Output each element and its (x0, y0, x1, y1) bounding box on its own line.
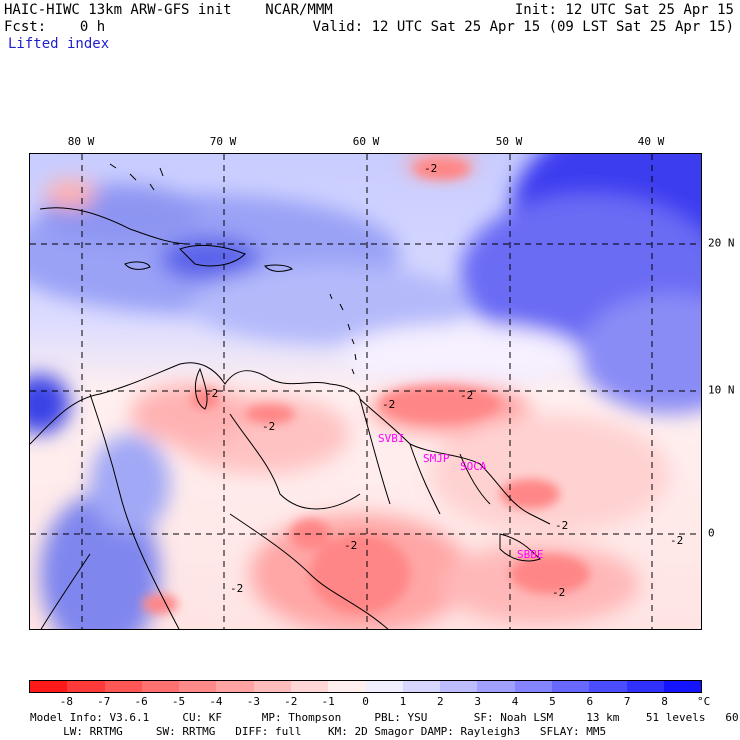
contour-label: -2 (555, 519, 569, 532)
station-label-sbbe: SBBE (517, 548, 544, 561)
map-canvas (30, 154, 701, 629)
colorbar-tick-label: -3 (246, 695, 260, 708)
contour-label: -2 (460, 389, 474, 402)
lon-label-40w: 40 W (637, 135, 665, 148)
colorbar-tick-label: 4 (511, 695, 519, 708)
colorbar-swatch (290, 681, 329, 692)
colorbar-swatch (328, 681, 366, 692)
station-label-smjp: SMJP (423, 452, 450, 465)
colorbar-tick-label: -1 (321, 695, 335, 708)
colorbar-tick-label: 5 (549, 695, 556, 708)
colorbar-swatch (551, 681, 590, 692)
colorbar (29, 680, 702, 693)
lon-label-50w: 50 W (495, 135, 523, 148)
station-label-svbi: SVBI (378, 432, 405, 445)
colorbar-swatch (179, 681, 217, 692)
colorbar-swatch (663, 681, 702, 692)
colorbar-tick-label: 1 (399, 695, 407, 708)
station-label-soca: SOCA (460, 460, 487, 473)
graticule (30, 154, 701, 629)
colorbar-tick-label: 8 (661, 695, 668, 708)
colorbar-swatch (440, 681, 478, 692)
colorbar-tick-label: 3 (474, 695, 481, 708)
colorbar-tick-label: -4 (209, 695, 223, 708)
colorbar-swatch (30, 681, 68, 692)
init-time: Init: 12 UTC Sat 25 Apr 15 (514, 2, 734, 18)
lon-label-80w: 80 W (67, 135, 95, 148)
contour-label: -2 (205, 387, 219, 400)
colorbar-swatch (67, 681, 105, 692)
contour-label: -2 (552, 586, 566, 599)
colorbar-swatch (216, 681, 254, 692)
model-title: HAIC-HIWC 13km ARW-GFS init NCAR/MMM (4, 2, 333, 18)
lat-label-10n: 10 N (708, 383, 735, 397)
lon-label-70w: 70 W (209, 135, 237, 148)
forecast-hour: Fcst: 0 h (4, 19, 106, 35)
field-shading (30, 154, 701, 629)
lat-label-20n: 20 N (708, 236, 735, 250)
colorbar-tick-label: 6 (586, 695, 594, 708)
model-info-line2: LW: RRTMG SW: RRTMG DIFF: full KM: 2D Sm… (30, 725, 607, 738)
colorbar-tick-label: -5 (171, 695, 186, 708)
colorbar-swatch (365, 681, 403, 692)
colorbar-tick-label: -8 (59, 695, 73, 708)
colorbar-tick-label: 0 (362, 695, 369, 708)
colorbar-swatch (141, 681, 180, 692)
colorbar-swatch (253, 681, 291, 692)
negative-contours (142, 159, 590, 614)
model-info-line1: Model Info: V3.6.1 CU: KF MP: Thompson P… (30, 711, 740, 724)
colorbar-tick-label: -6 (134, 695, 148, 708)
contour-label: -2 (230, 582, 244, 595)
colorbar-swatch (104, 681, 142, 692)
colorbar-tick-label: 2 (436, 695, 444, 708)
colorbar-swatch (514, 681, 552, 692)
lon-label-60w: 60 W (352, 135, 380, 148)
contour-label: -2 (670, 534, 684, 547)
contour-label: -2 (344, 539, 358, 552)
field-name: Lifted index (8, 36, 110, 52)
colorbar-tick-label: -7 (97, 695, 111, 708)
contour-label: -2 (382, 398, 396, 411)
colorbar-swatch (589, 681, 627, 692)
colorbar-tick-label: -2 (284, 695, 298, 708)
lifted-index-map: -2 -2 -2 -2 -2 -2 -2 -2 -2 -2 SVBI SMJP … (29, 153, 702, 630)
contour-label: -2 (424, 162, 438, 175)
coastlines (30, 163, 551, 629)
colorbar-tick-label: 7 (623, 695, 631, 708)
lat-label-0: 0 (708, 526, 715, 540)
valid-time: Valid: 12 UTC Sat 25 Apr 15 (09 LST Sat … (312, 19, 734, 35)
colorbar-swatch (477, 681, 515, 692)
colorbar-unit: °C (697, 695, 711, 708)
contour-label: -2 (262, 420, 276, 433)
colorbar-swatch (626, 681, 664, 692)
colorbar-swatch (402, 681, 441, 692)
